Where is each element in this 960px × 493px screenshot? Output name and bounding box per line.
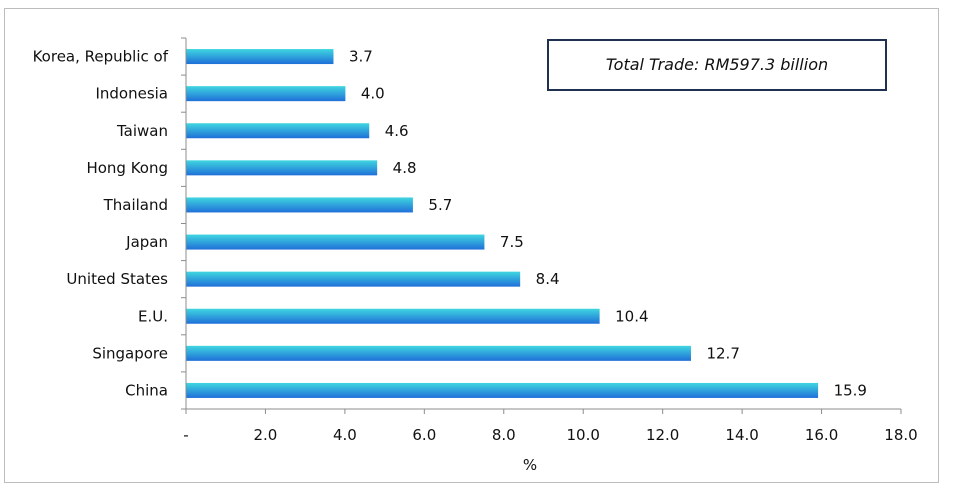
x-tick-label: 10.0 bbox=[567, 426, 600, 444]
bar bbox=[186, 308, 600, 324]
annotation-text: Total Trade: RM597.3 billion bbox=[606, 55, 828, 74]
value-label: 4.8 bbox=[393, 159, 417, 177]
category-label: United States bbox=[66, 270, 168, 288]
category-label: Thailand bbox=[103, 196, 168, 214]
total-trade-annotation: Total Trade: RM597.3 billion bbox=[547, 39, 887, 91]
category-labels: China Singapore E.U. United States Japan Thai… bbox=[33, 48, 169, 400]
category-label: E.U. bbox=[138, 307, 168, 325]
bar bbox=[186, 86, 346, 102]
x-tick-label: 12.0 bbox=[646, 426, 679, 444]
category-label: Korea, Republic of bbox=[33, 48, 169, 66]
value-label: 8.4 bbox=[536, 270, 560, 288]
x-ticks: - 2.0 4.0 6.0 8.0 10.0 12.0 14.0 16.0 18.0 bbox=[183, 409, 918, 444]
value-labels: 15.9 12.7 10.4 8.4 7.5 5.7 4.8 4.6 4.0 3.7 bbox=[349, 48, 867, 400]
category-label: Indonesia bbox=[95, 85, 168, 103]
value-label: 15.9 bbox=[834, 381, 867, 399]
x-tick-label: 4.0 bbox=[333, 426, 357, 444]
x-tick-label: 2.0 bbox=[254, 426, 278, 444]
x-tick-label: 14.0 bbox=[725, 426, 758, 444]
bar bbox=[186, 123, 370, 139]
x-tick-label: - bbox=[183, 426, 188, 444]
category-label: Singapore bbox=[92, 344, 168, 362]
value-label: 3.7 bbox=[349, 48, 373, 66]
category-label: Taiwan bbox=[116, 122, 168, 140]
value-label: 4.0 bbox=[361, 85, 385, 103]
bar bbox=[186, 382, 819, 398]
bars bbox=[186, 49, 819, 398]
axes bbox=[181, 37, 901, 410]
bar bbox=[186, 160, 378, 176]
bar bbox=[186, 49, 334, 65]
bar bbox=[186, 271, 521, 287]
value-label: 10.4 bbox=[615, 307, 648, 325]
bar bbox=[186, 345, 691, 361]
annotation-border bbox=[547, 39, 887, 91]
value-label: 7.5 bbox=[500, 233, 524, 251]
value-label: 4.6 bbox=[385, 122, 409, 140]
bar bbox=[186, 197, 413, 213]
category-label: Hong Kong bbox=[86, 159, 168, 177]
x-axis-label: % bbox=[523, 456, 537, 474]
x-tick-label: 6.0 bbox=[412, 426, 436, 444]
bar bbox=[186, 234, 485, 250]
x-tick-label: 18.0 bbox=[884, 426, 917, 444]
value-label: 12.7 bbox=[706, 344, 739, 362]
value-label: 5.7 bbox=[428, 196, 452, 214]
category-label: Japan bbox=[125, 233, 168, 251]
category-label: China bbox=[125, 381, 168, 399]
x-tick-label: 8.0 bbox=[492, 426, 516, 444]
x-tick-label: 16.0 bbox=[805, 426, 838, 444]
